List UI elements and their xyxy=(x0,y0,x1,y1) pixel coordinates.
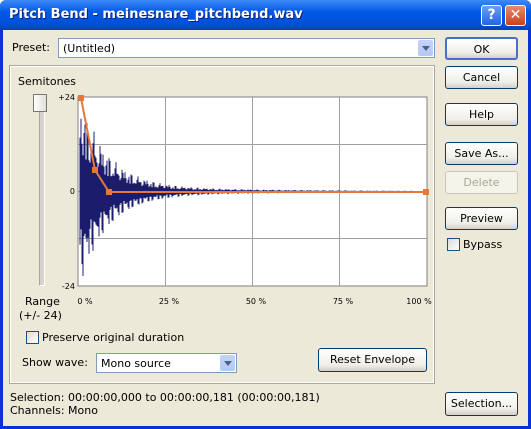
show-wave-label: Show wave: xyxy=(22,356,88,369)
bypass-checkbox[interactable] xyxy=(447,238,460,251)
x-label: 75 % xyxy=(333,297,354,306)
show-wave-dropdown[interactable]: Mono source xyxy=(96,353,237,373)
preset-dropdown[interactable]: (Untitled) xyxy=(58,38,435,58)
envelope-points xyxy=(78,95,429,195)
envelope-point[interactable] xyxy=(92,167,98,173)
envelope-panel xyxy=(9,65,435,384)
semitones-label: Semitones xyxy=(18,75,77,88)
selection-label: Selection: xyxy=(10,391,65,404)
channels-value: Mono xyxy=(68,404,98,417)
x-label: 50 % xyxy=(246,297,267,306)
channels-label: Channels: xyxy=(10,404,65,417)
close-button[interactable]: ✕ xyxy=(505,5,526,26)
envelope-point[interactable] xyxy=(423,189,429,195)
show-wave-value: Mono source xyxy=(101,357,171,370)
x-label: 25 % xyxy=(159,297,180,306)
y-label: -24 xyxy=(62,282,75,291)
envelope-graph[interactable]: +24 0 -24 0 % 25 % 50 % 75 % 100 % xyxy=(53,90,433,310)
delete-button: Delete xyxy=(445,171,518,194)
reset-envelope-button[interactable]: Reset Envelope xyxy=(318,348,427,372)
dropdown-arrow xyxy=(220,355,235,371)
preserve-label: Preserve original duration xyxy=(42,331,185,344)
save-as-button[interactable]: Save As... xyxy=(445,142,518,165)
selection-value: 00:00:00,000 to 00:00:00,181 (00:00:00,1… xyxy=(68,391,320,404)
y-label: +24 xyxy=(58,93,75,102)
range-value: (+/- 24) xyxy=(19,309,62,322)
title-bar: Pitch Bend - meinesnare_pitchbend.wav ? … xyxy=(0,0,531,30)
axis-labels: +24 0 -24 0 % 25 % 50 % 75 % 100 % xyxy=(58,93,432,306)
ok-button[interactable]: OK xyxy=(445,37,518,60)
preset-value: (Untitled) xyxy=(63,42,116,55)
range-label: Range xyxy=(25,295,60,308)
slider-thumb[interactable] xyxy=(33,94,47,112)
preview-button[interactable]: Preview xyxy=(445,207,518,230)
envelope-line xyxy=(80,97,426,193)
x-label: 100 % xyxy=(406,297,432,306)
window-title: Pitch Bend - meinesnare_pitchbend.wav xyxy=(9,7,303,22)
help-button[interactable]: Help xyxy=(445,103,518,126)
envelope-point[interactable] xyxy=(106,189,112,195)
selection-button[interactable]: Selection... xyxy=(445,392,518,416)
x-label: 0 % xyxy=(77,297,93,306)
y-label: 0 xyxy=(70,187,75,196)
envelope-point[interactable] xyxy=(78,95,84,101)
dropdown-arrow xyxy=(418,40,433,56)
bypass-label: Bypass xyxy=(463,238,503,251)
preserve-checkbox[interactable] xyxy=(26,331,39,344)
cancel-button[interactable]: Cancel xyxy=(445,66,518,89)
preset-label: Preset: xyxy=(12,41,51,54)
slider-track xyxy=(39,96,45,286)
help-button[interactable]: ? xyxy=(481,5,502,26)
